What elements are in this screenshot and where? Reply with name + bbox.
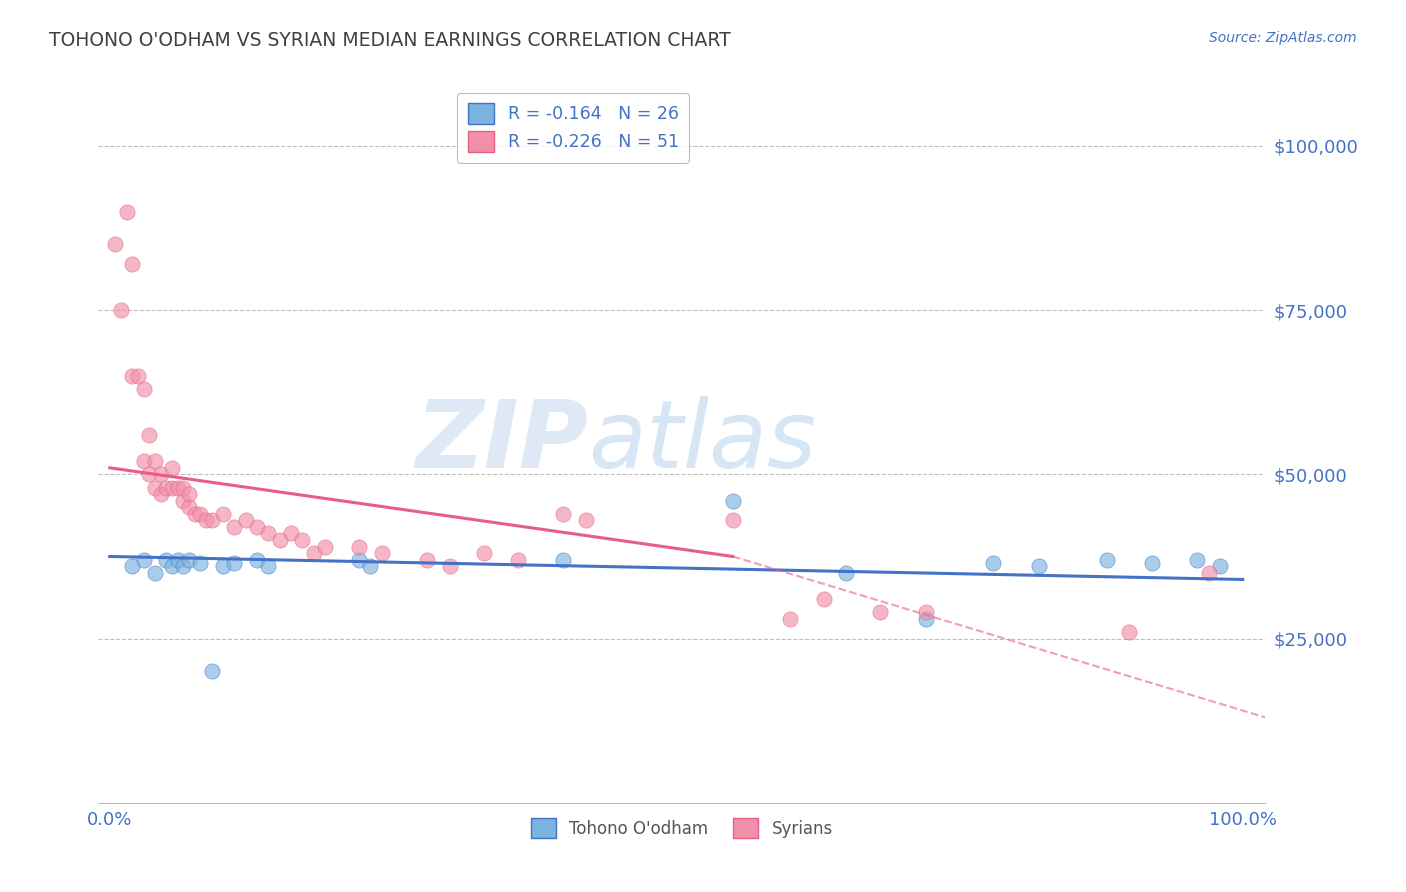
- Point: [143, 481, 166, 495]
- Point: [104, 237, 127, 252]
- Point: [212, 559, 235, 574]
- Point: [195, 513, 218, 527]
- Point: [155, 481, 177, 495]
- Text: atlas: atlas: [589, 396, 817, 487]
- Point: [172, 493, 194, 508]
- Point: [132, 382, 155, 396]
- Point: [869, 605, 891, 619]
- Point: [177, 553, 200, 567]
- Point: [235, 513, 257, 527]
- Point: [246, 520, 269, 534]
- Point: [177, 487, 200, 501]
- Point: [201, 513, 224, 527]
- Point: [149, 467, 172, 482]
- Point: [166, 553, 188, 567]
- Point: [172, 481, 194, 495]
- Point: [257, 559, 280, 574]
- Point: [138, 428, 160, 442]
- Point: [177, 500, 200, 515]
- Point: [143, 566, 166, 580]
- Point: [183, 507, 205, 521]
- Point: [439, 559, 461, 574]
- Point: [280, 526, 302, 541]
- Point: [1095, 553, 1118, 567]
- Point: [132, 454, 155, 468]
- Point: [302, 546, 325, 560]
- Point: [155, 553, 177, 567]
- Point: [143, 454, 166, 468]
- Point: [1140, 556, 1163, 570]
- Text: Source: ZipAtlas.com: Source: ZipAtlas.com: [1209, 31, 1357, 45]
- Point: [575, 513, 598, 527]
- Text: TOHONO O'ODHAM VS SYRIAN MEDIAN EARNINGS CORRELATION CHART: TOHONO O'ODHAM VS SYRIAN MEDIAN EARNINGS…: [49, 31, 731, 50]
- Point: [132, 553, 155, 567]
- Point: [127, 368, 149, 383]
- Point: [551, 507, 574, 521]
- Point: [160, 559, 183, 574]
- Point: [246, 553, 269, 567]
- Point: [269, 533, 291, 547]
- Point: [1209, 559, 1232, 574]
- Point: [370, 546, 392, 560]
- Point: [1028, 559, 1050, 574]
- Text: ZIP: ZIP: [416, 395, 589, 488]
- Point: [172, 559, 194, 574]
- Point: [201, 665, 224, 679]
- Point: [149, 487, 172, 501]
- Point: [190, 507, 212, 521]
- Point: [314, 540, 336, 554]
- Point: [138, 467, 160, 482]
- Point: [983, 556, 1005, 570]
- Point: [1118, 625, 1140, 640]
- Point: [224, 520, 246, 534]
- Point: [779, 612, 801, 626]
- Point: [115, 204, 138, 219]
- Point: [160, 481, 183, 495]
- Point: [1198, 566, 1220, 580]
- Point: [506, 553, 529, 567]
- Point: [121, 559, 143, 574]
- Point: [813, 592, 835, 607]
- Point: [472, 546, 495, 560]
- Point: [190, 556, 212, 570]
- Point: [224, 556, 246, 570]
- Point: [1187, 553, 1209, 567]
- Point: [347, 553, 370, 567]
- Point: [121, 368, 143, 383]
- Point: [257, 526, 280, 541]
- Point: [914, 605, 936, 619]
- Point: [160, 460, 183, 475]
- Point: [416, 553, 439, 567]
- Point: [347, 540, 370, 554]
- Point: [721, 493, 744, 508]
- Point: [121, 257, 143, 271]
- Point: [914, 612, 936, 626]
- Point: [551, 553, 574, 567]
- Point: [291, 533, 314, 547]
- Point: [721, 513, 744, 527]
- Point: [110, 303, 132, 318]
- Point: [212, 507, 235, 521]
- Legend: Tohono O'odham, Syrians: Tohono O'odham, Syrians: [524, 812, 839, 845]
- Point: [359, 559, 381, 574]
- Point: [835, 566, 858, 580]
- Point: [166, 481, 188, 495]
